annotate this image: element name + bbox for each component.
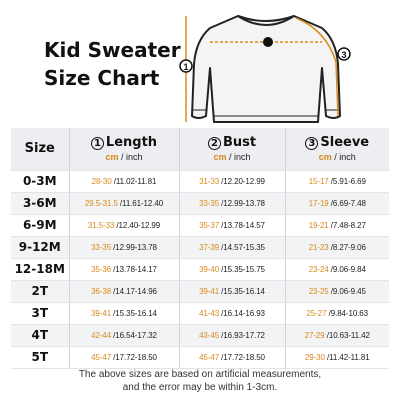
bust-cell: 39-40 /15.35-15.75	[179, 258, 286, 281]
length-cell: 39-41 /15.35-16.14	[69, 302, 180, 325]
bust-cell: 33-35 /12.99-13.78	[179, 192, 286, 215]
length-cell: 36-38 /14.17-14.96	[69, 280, 180, 303]
length-marker-icon	[179, 59, 193, 73]
sleeve-cell: 21-23 /8.27-9.06	[285, 236, 389, 259]
table-row: 4T 42-44 /16.54-17.32 43-45 /16.93-17.72 27…	[11, 324, 389, 347]
size-cell: 3T	[11, 302, 70, 325]
sleeve-cell: 29-30 /11.42-11.81	[285, 346, 389, 369]
sleeve-cell: 19-21 /7.48-8.27	[285, 214, 389, 237]
bust-column-header: 2 Bust cm / inch	[179, 128, 286, 171]
length-marker-icon: 1	[90, 136, 104, 150]
bust-cell: 43-45 /16.93-17.72	[179, 324, 286, 347]
length-marker-label: 1	[183, 62, 188, 72]
sleeve-cell: 15-17 /5.91-6.69	[285, 170, 389, 193]
size-cell: 5T	[11, 346, 70, 369]
measurement-note: The above sizes are based on artificial …	[0, 368, 400, 394]
note-line-2: and the error may be within 1-3cm.	[122, 382, 278, 393]
length-column-header: 1 Length cm / inch	[69, 128, 180, 171]
length-cell: 28-30 /11.02-11.81	[69, 170, 180, 193]
sleeve-cell: 17-19 /6.69-7.48	[285, 192, 389, 215]
table-header-row: Size 1 Length cm / inch 2 Bust cm / inch 3…	[11, 128, 389, 171]
table-row: 3-6M 29.5-31.5 /11.61-12.40 33-35 /12.99-1…	[11, 192, 389, 215]
chart-title: Kid Sweater Size Chart	[44, 36, 194, 92]
bust-cell: 45-47 /17.72-18.50	[179, 346, 286, 369]
table-row: 2T 36-38 /14.17-14.96 39-41 /15.35-16.14 23…	[11, 280, 389, 303]
sleeve-marker-icon: 3	[305, 136, 319, 150]
title-line-2: Size Chart	[44, 66, 160, 90]
length-cell: 31.5-33 /12.40-12.99	[69, 214, 180, 237]
table-row: 6-9M 31.5-33 /12.40-12.99 35-37 /13.78-14.…	[11, 214, 389, 237]
table-row: 0-3M 28-30 /11.02-11.81 31-33 /12.20-12.99…	[11, 170, 389, 193]
size-cell: 6-9M	[11, 214, 70, 237]
length-header-label: Length	[105, 134, 158, 150]
sleeve-column-header: 3 Sleeve cm / inch	[285, 128, 389, 171]
length-cell: 45-47 /17.72-18.50	[69, 346, 180, 369]
title-line-1: Kid Sweater	[44, 38, 181, 62]
size-cell: 9-12M	[11, 236, 70, 259]
length-cell: 33-35 /12.99-13.78	[69, 236, 180, 259]
bust-cell: 31-33 /12.20-12.99	[179, 170, 286, 193]
table-row: 5T 45-47 /17.72-18.50 45-47 /17.72-18.50 29…	[11, 346, 389, 369]
size-cell: 4T	[11, 324, 70, 347]
sleeve-marker-label: 3	[341, 50, 346, 60]
bust-header-label: Bust	[222, 134, 257, 150]
sleeve-marker-icon	[337, 47, 351, 61]
table-row: 9-12M 33-35 /12.99-13.78 37-39 /14.57-15.3…	[11, 236, 389, 259]
size-column-header: Size	[11, 128, 70, 171]
size-cell: 0-3M	[11, 170, 70, 193]
bust-cell: 37-39 /14.57-15.35	[179, 236, 286, 259]
bust-marker-icon: 2	[207, 136, 221, 150]
bust-cell: 41-43 /16.14-16.93	[179, 302, 286, 325]
table-row: 12-18M 35-36 /13.78-14.17 39-40 /15.35-15.…	[11, 258, 389, 281]
length-cell: 35-36 /13.78-14.17	[69, 258, 180, 281]
bust-cell: 39-41 /15.35-16.14	[179, 280, 286, 303]
size-cell: 12-18M	[11, 258, 70, 281]
sleeve-cell: 27-29 /10.63-11.42	[285, 324, 389, 347]
size-table: Size 1 Length cm / inch 2 Bust cm / inch 3…	[11, 128, 389, 369]
sweater-diagram: 1 3	[179, 15, 351, 123]
sleeve-cell: 25-27 /9.84-10.63	[285, 302, 389, 325]
length-cell: 42-44 /16.54-17.32	[69, 324, 180, 347]
table-row: 3T 39-41 /15.35-16.14 41-43 /16.14-16.93 25…	[11, 302, 389, 325]
bust-marker-icon	[263, 37, 273, 47]
sleeve-header-label: Sleeve	[320, 134, 370, 150]
sleeve-cell: 23-25 /9.06-9.45	[285, 280, 389, 303]
size-cell: 2T	[11, 280, 70, 303]
note-line-1: The above sizes are based on artificial …	[78, 369, 322, 380]
sleeve-cell: 23-24 /9.06-9.84	[285, 258, 389, 281]
size-cell: 3-6M	[11, 192, 70, 215]
bust-cell: 35-37 /13.78-14.57	[179, 214, 286, 237]
length-cell: 29.5-31.5 /11.61-12.40	[69, 192, 180, 215]
